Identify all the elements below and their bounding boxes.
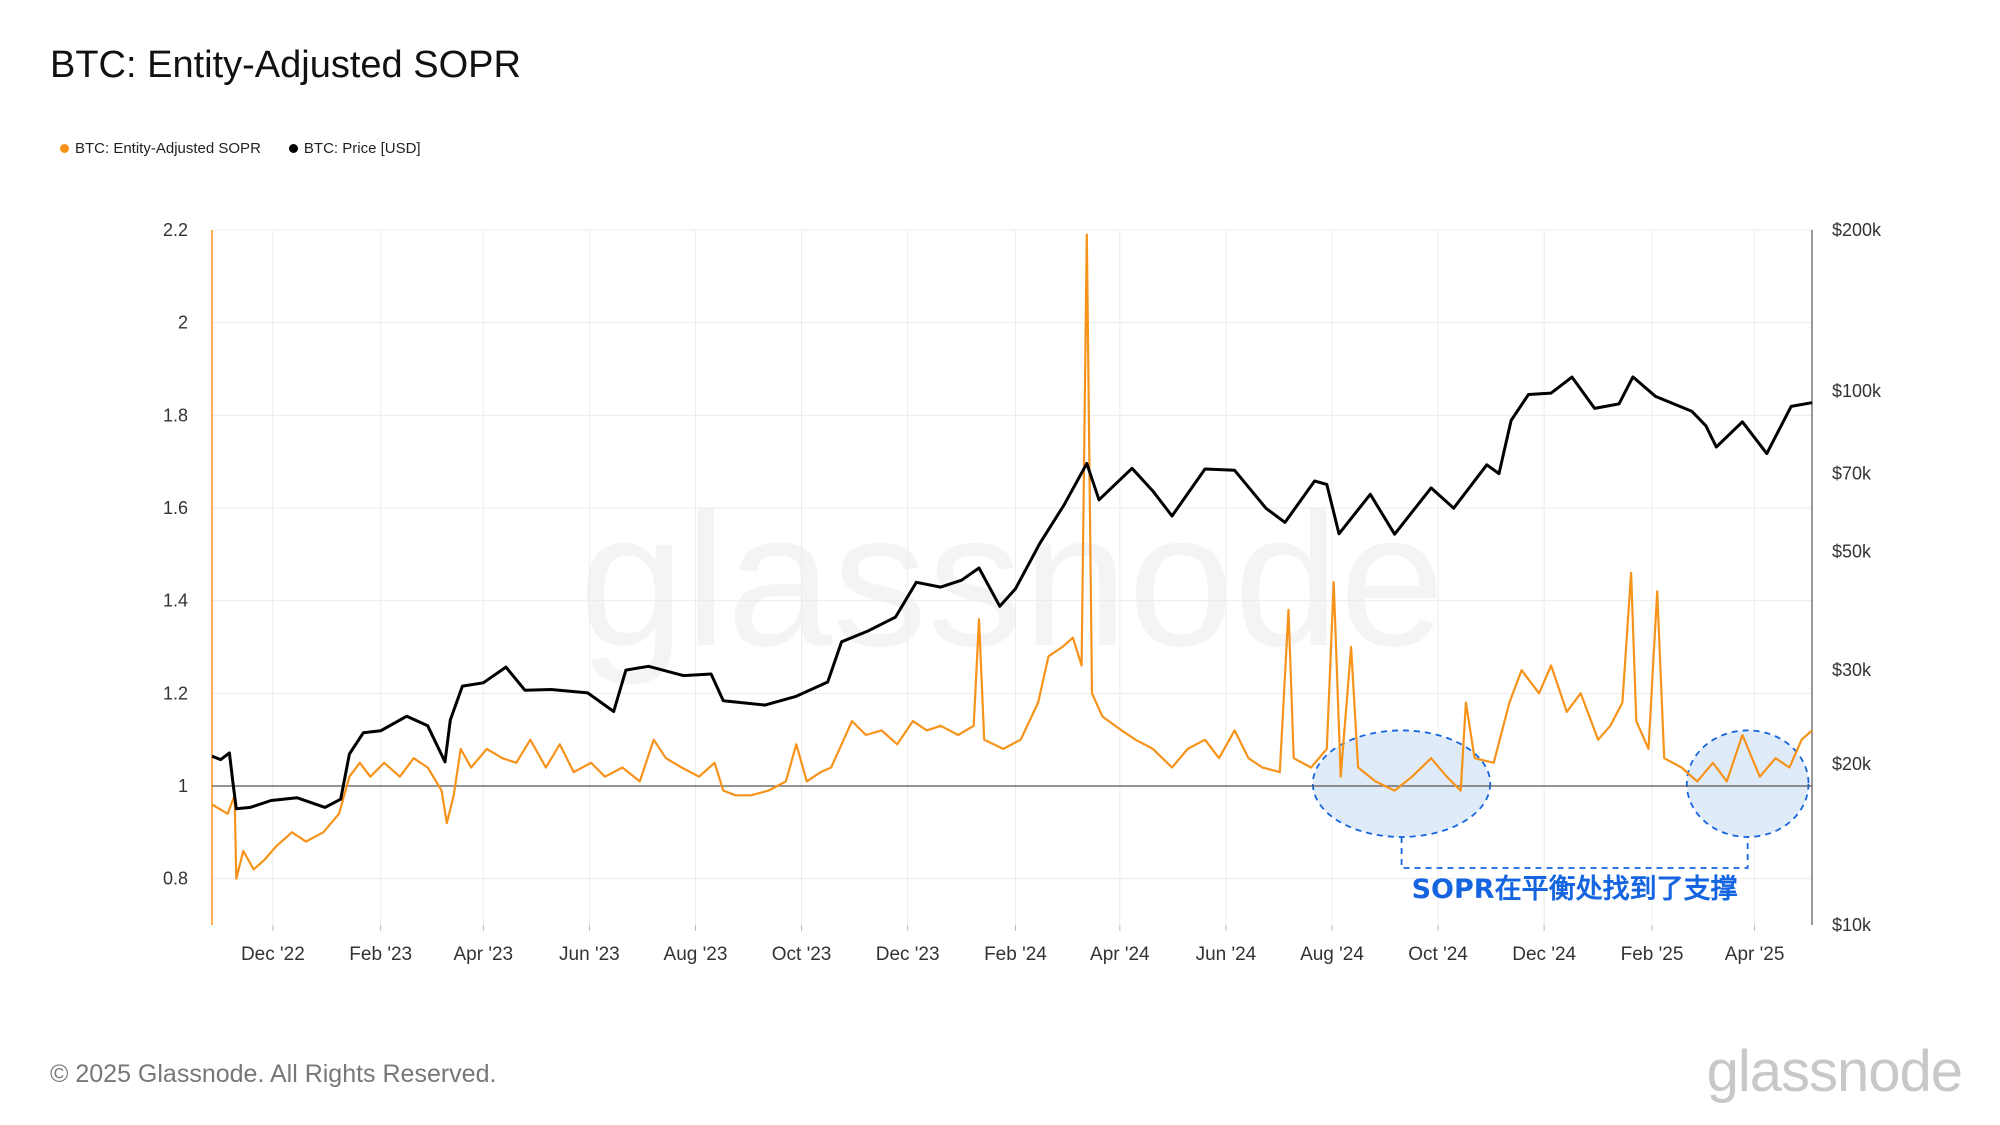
legend-dot-price	[288, 144, 298, 153]
chart-title: BTC: Entity-Adjusted SOPR	[50, 44, 521, 86]
y-left-tick-label: 1.6	[163, 498, 188, 518]
annotation-connector	[1400, 836, 1749, 869]
x-tick-label: Feb '23	[349, 944, 412, 965]
x-tick-label: Aug '24	[1300, 944, 1364, 965]
sopr-line	[211, 233, 1813, 880]
y-left-tick-label: 1.2	[163, 683, 188, 703]
x-tick-label: Apr '24	[1090, 944, 1150, 965]
x-tick-label: Jun '24	[1196, 944, 1257, 965]
y-right-tick-label: $100k	[1832, 381, 1882, 401]
legend-label-sopr: BTC: Entity-Adjusted SOPR	[75, 140, 261, 157]
x-tick-label: Apr '23	[453, 944, 513, 965]
price-line	[211, 375, 1813, 811]
watermark-text: glassnode	[579, 474, 1445, 686]
x-tick-label: Feb '25	[1621, 944, 1684, 965]
y-right-tick-label: $70k	[1832, 464, 1872, 484]
y-left-tick-label: 2.2	[163, 220, 188, 240]
x-tick-label: Oct '23	[772, 944, 832, 965]
x-tick-label: Feb '24	[984, 944, 1047, 965]
x-tick-label: Jun '23	[559, 944, 620, 965]
legend-dot-sopr	[60, 144, 69, 153]
legend-item-price[interactable]: BTC: Price [USD]	[288, 140, 421, 157]
annotation-text: SOPR在平衡处找到了支撑	[1412, 874, 1738, 905]
y-right-tick-label: $20k	[1832, 754, 1872, 774]
y-left-tick-label: 1	[178, 776, 188, 796]
y-right-tick-label: $50k	[1832, 542, 1872, 562]
y-right-tick-label: $10k	[1832, 915, 1872, 935]
legend: BTC: Entity-Adjusted SOPR BTC: Price [US…	[60, 140, 421, 157]
x-tick-label: Dec '24	[1512, 944, 1576, 965]
legend-label-price: BTC: Price [USD]	[303, 140, 421, 157]
x-tick-label: Dec '22	[241, 944, 305, 965]
x-tick-label: Aug '23	[664, 944, 728, 965]
y-right-tick-label: $30k	[1832, 660, 1872, 680]
x-tick-label: Oct '24	[1408, 944, 1468, 965]
y-left-tick-label: 1.4	[163, 591, 188, 611]
copyright-footer: © 2025 Glassnode. All Rights Reserved.	[50, 1060, 497, 1088]
x-tick-label: Dec '23	[876, 944, 940, 965]
glassnode-logo: glassnode	[1706, 1039, 1963, 1104]
x-tick-label: Apr '25	[1725, 944, 1785, 965]
y-left-tick-label: 0.8	[163, 869, 188, 889]
legend-item-sopr[interactable]: BTC: Entity-Adjusted SOPR	[60, 140, 261, 157]
y-left-tick-label: 1.8	[163, 405, 188, 425]
y-right-tick-label: $200k	[1832, 220, 1882, 240]
y-left-tick-label: 2	[178, 313, 188, 333]
